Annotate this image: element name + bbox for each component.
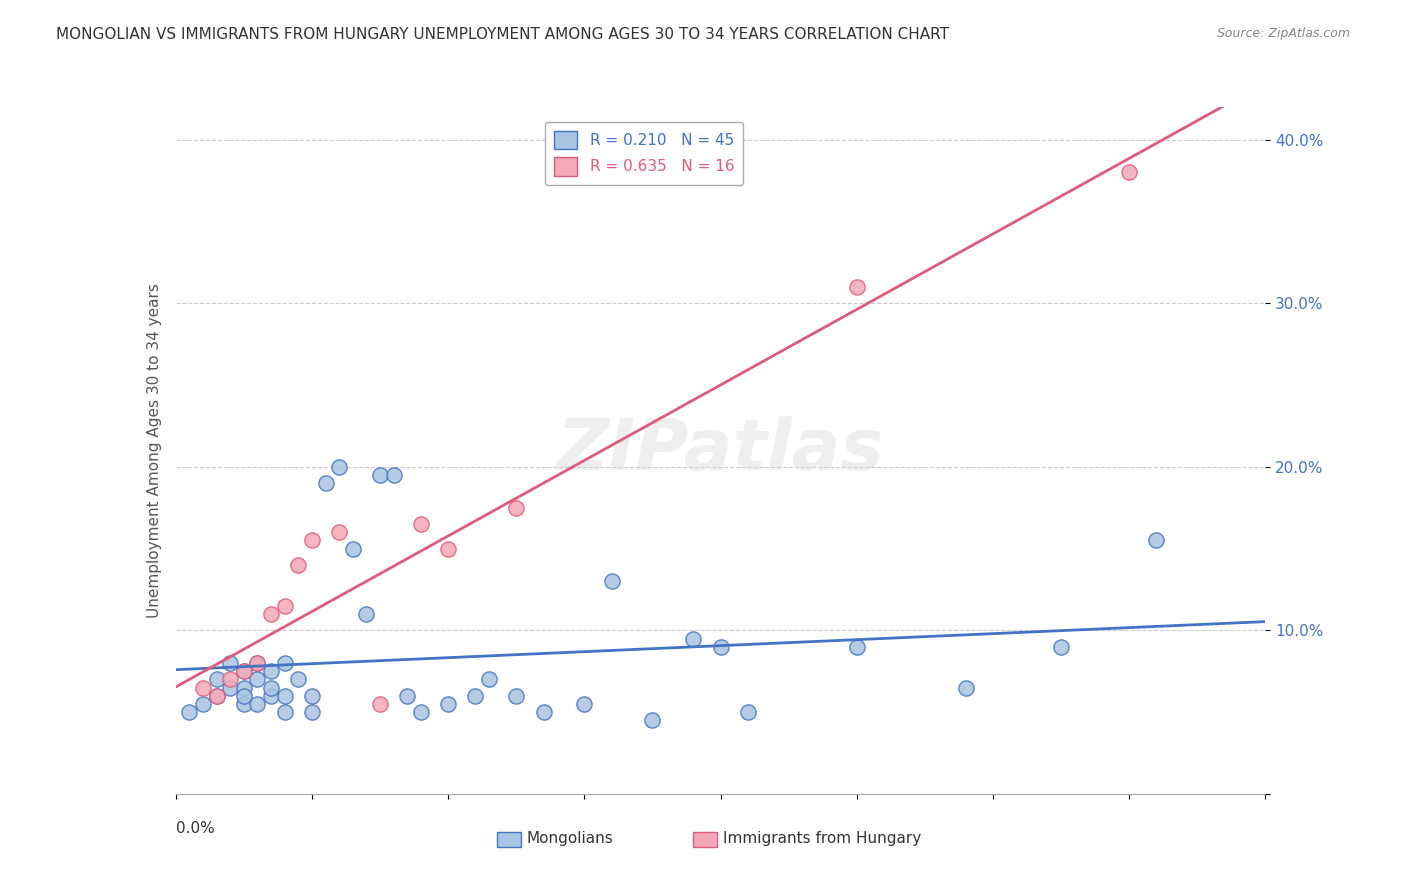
Point	[409, 516, 432, 531]
Point	[1050, 640, 1073, 654]
Point	[301, 689, 323, 703]
Point	[260, 664, 283, 679]
Legend: R = 0.210   N = 45, R = 0.635   N = 16: R = 0.210 N = 45, R = 0.635 N = 16	[546, 121, 744, 185]
Point	[246, 656, 269, 670]
Point	[437, 697, 460, 711]
Y-axis label: Unemployment Among Ages 30 to 34 years: Unemployment Among Ages 30 to 34 years	[146, 283, 162, 618]
Point	[287, 673, 309, 687]
Point	[260, 607, 283, 621]
FancyBboxPatch shape	[498, 832, 522, 847]
Text: MONGOLIAN VS IMMIGRANTS FROM HUNGARY UNEMPLOYMENT AMONG AGES 30 TO 34 YEARS CORR: MONGOLIAN VS IMMIGRANTS FROM HUNGARY UNE…	[56, 27, 949, 42]
Point	[533, 705, 555, 719]
Point	[600, 574, 623, 589]
Point	[682, 632, 704, 646]
Point	[232, 664, 254, 679]
Point	[219, 681, 242, 695]
Point	[287, 558, 309, 572]
Point	[274, 705, 297, 719]
Point	[845, 640, 868, 654]
Point	[955, 681, 977, 695]
Point	[368, 697, 391, 711]
FancyBboxPatch shape	[693, 832, 717, 847]
Point	[232, 689, 254, 703]
Point	[315, 476, 337, 491]
Point	[574, 697, 596, 711]
Point	[342, 541, 364, 556]
Text: Immigrants from Hungary: Immigrants from Hungary	[723, 831, 921, 846]
Point	[1118, 165, 1140, 179]
Point	[246, 697, 269, 711]
Point	[191, 681, 214, 695]
Point	[464, 689, 486, 703]
Point	[478, 673, 501, 687]
Text: Mongolians: Mongolians	[527, 831, 613, 846]
Point	[437, 541, 460, 556]
Point	[232, 664, 254, 679]
Point	[328, 459, 350, 474]
Point	[179, 705, 201, 719]
Point	[368, 467, 391, 482]
Text: ZIPatlas: ZIPatlas	[557, 416, 884, 485]
Point	[641, 714, 664, 728]
Point	[301, 533, 323, 548]
Point	[356, 607, 378, 621]
Point	[219, 673, 242, 687]
Point	[232, 697, 254, 711]
Point	[205, 689, 228, 703]
Point	[219, 656, 242, 670]
Point	[409, 705, 432, 719]
Point	[382, 467, 405, 482]
Text: 0.0%: 0.0%	[176, 822, 215, 837]
Point	[246, 673, 269, 687]
Point	[205, 673, 228, 687]
Point	[232, 681, 254, 695]
Point	[205, 689, 228, 703]
Point	[260, 689, 283, 703]
Point	[191, 697, 214, 711]
Point	[505, 689, 527, 703]
Point	[710, 640, 733, 654]
Point	[301, 705, 323, 719]
Point	[246, 656, 269, 670]
Point	[396, 689, 419, 703]
Text: Source: ZipAtlas.com: Source: ZipAtlas.com	[1216, 27, 1350, 40]
Point	[260, 681, 283, 695]
Point	[737, 705, 759, 719]
Point	[274, 656, 297, 670]
Point	[505, 500, 527, 515]
Point	[1144, 533, 1167, 548]
Point	[845, 280, 868, 294]
Point	[274, 689, 297, 703]
Point	[328, 525, 350, 540]
Point	[274, 599, 297, 613]
